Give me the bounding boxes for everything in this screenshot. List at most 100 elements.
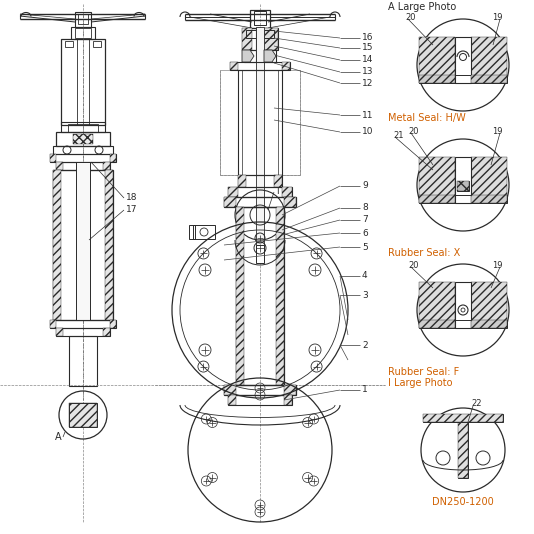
Bar: [455, 37, 471, 83]
Polygon shape: [284, 197, 296, 207]
Polygon shape: [224, 385, 236, 395]
Bar: [254, 11, 266, 25]
Polygon shape: [264, 28, 278, 50]
Polygon shape: [471, 75, 507, 83]
Text: Metal Seal: H/W: Metal Seal: H/W: [388, 113, 466, 123]
Polygon shape: [471, 157, 507, 203]
Polygon shape: [284, 385, 296, 395]
Polygon shape: [56, 328, 63, 336]
Text: I: I: [276, 187, 279, 197]
Bar: [224, 197, 296, 207]
Text: 14: 14: [362, 56, 373, 65]
Bar: [50, 154, 116, 162]
Bar: [61, 122, 105, 132]
Polygon shape: [274, 175, 282, 187]
Polygon shape: [419, 157, 455, 203]
Bar: [76, 162, 90, 320]
Bar: [238, 70, 282, 175]
Bar: [230, 62, 290, 70]
Polygon shape: [238, 175, 246, 187]
Text: 19: 19: [492, 127, 503, 136]
Polygon shape: [73, 134, 93, 144]
Polygon shape: [50, 154, 56, 162]
Polygon shape: [471, 37, 507, 83]
Text: 15: 15: [362, 43, 373, 52]
Bar: [242, 28, 256, 50]
Text: 17: 17: [126, 206, 137, 215]
Polygon shape: [419, 37, 455, 83]
Circle shape: [476, 451, 490, 465]
Polygon shape: [110, 320, 116, 328]
Polygon shape: [419, 320, 455, 328]
Polygon shape: [56, 162, 63, 170]
Polygon shape: [110, 154, 116, 162]
Text: 12: 12: [362, 78, 373, 88]
Bar: [53, 170, 113, 320]
Polygon shape: [242, 28, 252, 50]
Bar: [238, 175, 282, 187]
Circle shape: [436, 451, 450, 465]
Polygon shape: [230, 62, 238, 70]
Bar: [71, 27, 95, 39]
Bar: [50, 320, 116, 328]
Bar: [68, 124, 98, 132]
Bar: [93, 41, 101, 47]
Polygon shape: [457, 181, 469, 191]
Bar: [75, 28, 91, 38]
Polygon shape: [242, 50, 254, 62]
Bar: [264, 50, 276, 62]
Polygon shape: [105, 170, 113, 320]
Text: 7: 7: [362, 216, 368, 224]
Text: 20: 20: [405, 13, 415, 22]
Polygon shape: [282, 187, 292, 197]
Text: 2: 2: [362, 341, 367, 349]
Bar: [256, 245, 264, 263]
Text: 6: 6: [362, 229, 368, 238]
Bar: [220, 70, 300, 175]
Bar: [77, 39, 89, 125]
Polygon shape: [236, 207, 244, 385]
Text: 22: 22: [471, 399, 482, 409]
Text: 20: 20: [408, 127, 419, 136]
Bar: [423, 414, 503, 422]
Text: 1: 1: [362, 386, 368, 395]
Polygon shape: [284, 395, 292, 405]
Text: A Large Photo: A Large Photo: [388, 2, 456, 12]
Polygon shape: [228, 395, 236, 405]
Polygon shape: [423, 414, 503, 422]
Polygon shape: [53, 170, 61, 320]
Polygon shape: [419, 75, 455, 83]
Text: I Large Photo: I Large Photo: [388, 378, 452, 388]
Bar: [61, 39, 105, 125]
Text: 20: 20: [408, 261, 419, 270]
Text: 8: 8: [362, 203, 368, 213]
Polygon shape: [103, 162, 110, 170]
Bar: [246, 30, 256, 38]
Bar: [69, 336, 97, 386]
Bar: [56, 132, 110, 146]
Bar: [419, 75, 507, 83]
Bar: [56, 328, 110, 336]
Text: DN250-1200: DN250-1200: [432, 497, 494, 507]
Bar: [458, 422, 468, 478]
Polygon shape: [276, 207, 284, 385]
Bar: [457, 181, 469, 191]
Bar: [224, 385, 296, 395]
Bar: [65, 41, 73, 47]
Text: 3: 3: [362, 290, 368, 300]
Polygon shape: [419, 195, 455, 203]
Bar: [53, 146, 113, 154]
Bar: [264, 28, 278, 50]
Bar: [56, 162, 110, 170]
Text: Rubber Seal: F: Rubber Seal: F: [388, 367, 459, 377]
Bar: [76, 162, 90, 320]
Text: 19: 19: [492, 261, 503, 270]
Polygon shape: [103, 328, 110, 336]
Polygon shape: [471, 320, 507, 328]
Bar: [455, 282, 471, 328]
Text: 10: 10: [362, 128, 373, 137]
Bar: [69, 403, 97, 427]
Bar: [228, 187, 292, 197]
Text: Rubber Seal: X: Rubber Seal: X: [388, 248, 460, 258]
Polygon shape: [50, 320, 56, 328]
